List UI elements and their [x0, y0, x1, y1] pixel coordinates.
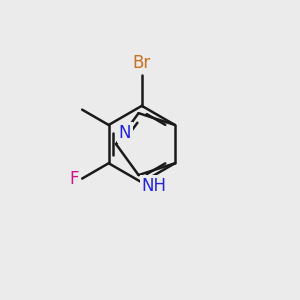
Text: Br: Br [133, 54, 151, 72]
Text: N: N [118, 124, 131, 142]
Text: NH: NH [142, 177, 167, 195]
Text: F: F [70, 169, 79, 188]
Text: N: N [118, 124, 131, 142]
Text: Br: Br [133, 54, 151, 72]
Text: NH: NH [142, 177, 167, 195]
Text: F: F [70, 169, 79, 188]
